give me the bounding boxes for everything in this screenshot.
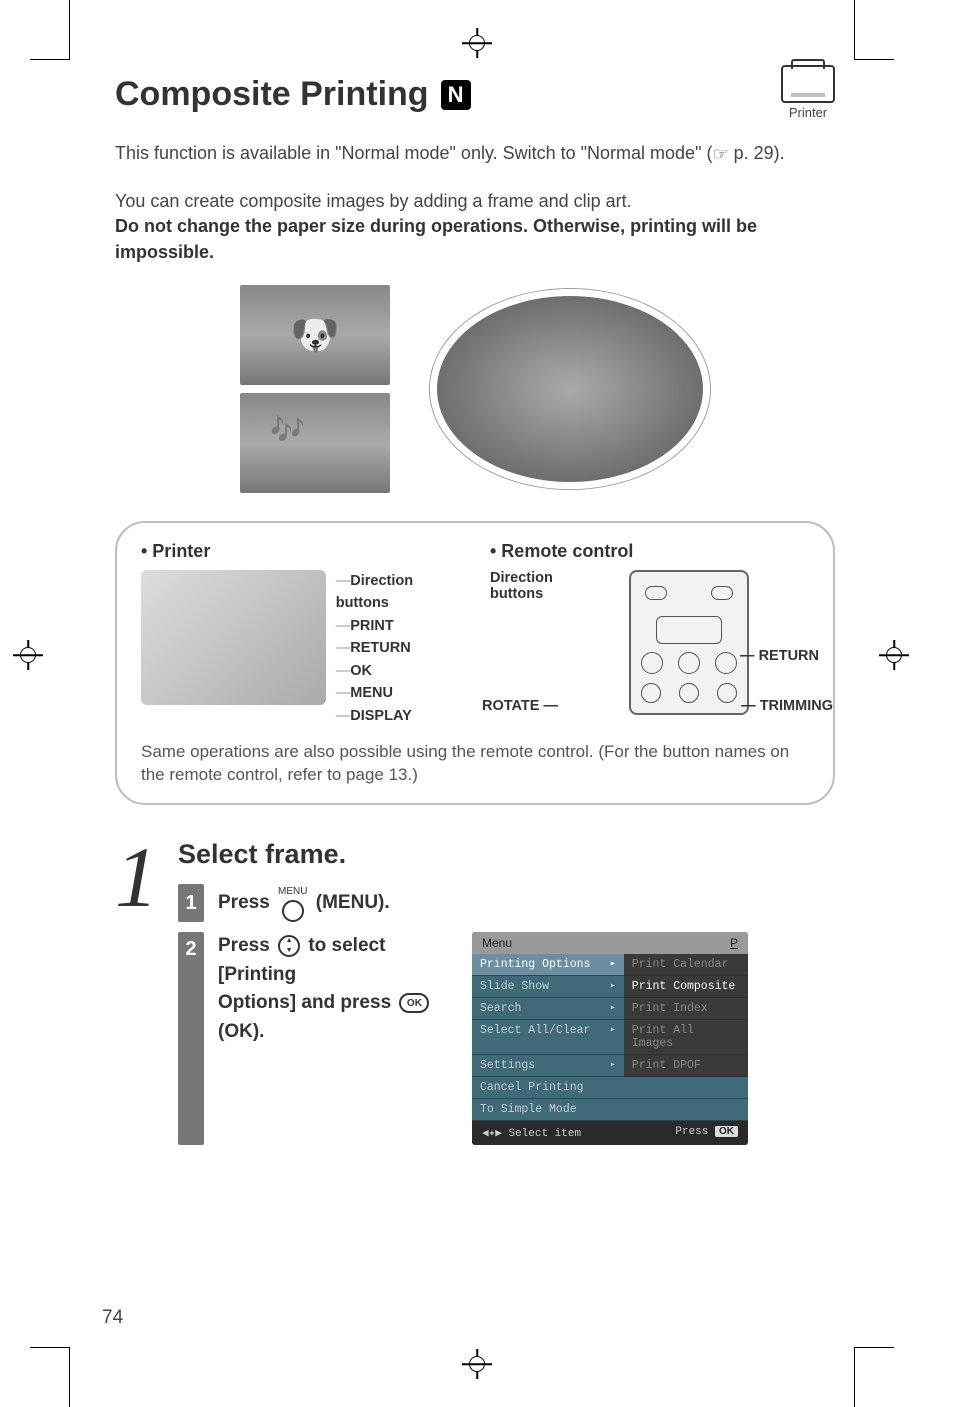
substep-1: 1 Press MENU (MENU). xyxy=(178,884,835,922)
page-title: Composite Printing N xyxy=(115,75,835,114)
remote-drawing xyxy=(629,570,749,715)
remote-bot-row xyxy=(641,683,737,703)
updown-button-icon xyxy=(278,935,300,957)
crop-mark-tr xyxy=(854,0,894,60)
substep-1-text: Press MENU (MENU). xyxy=(218,884,835,922)
substep-2: 2 Press to select [Printing Options] and… xyxy=(178,932,835,1145)
printer-label-return: RETURN xyxy=(336,637,460,659)
substep-2-badge: 2 xyxy=(178,932,204,1145)
oval-composite-photo xyxy=(430,289,710,489)
controls-note: Same operations are also possible using … xyxy=(141,741,809,787)
registration-mark-top xyxy=(462,28,492,58)
registration-mark-right xyxy=(879,640,909,670)
crop-mark-br xyxy=(854,1347,894,1407)
menu-item-slide-show: Slide Show▸ xyxy=(472,976,624,998)
submenu-print-all: Print All Images xyxy=(624,1020,748,1055)
hand-pointer-icon: ☞ xyxy=(712,141,728,167)
menu-item-simple-mode: To Simple Mode xyxy=(472,1099,748,1121)
title-text: Composite Printing xyxy=(115,75,429,114)
menu-button-icon: MENU xyxy=(278,884,307,922)
printer-drawing xyxy=(141,570,326,705)
submenu-print-dpof: Print DPOF xyxy=(624,1055,748,1077)
menu-item-search: Search▸ xyxy=(472,998,624,1020)
printer-label-direction: Direction buttons xyxy=(336,570,460,615)
crop-mark-tl xyxy=(30,0,70,60)
step-1-block: 1 Select frame. 1 Press MENU (MENU). 2 P… xyxy=(115,839,835,1155)
printer-label-ok: OK xyxy=(336,660,460,682)
menu-footer: ◀✦▶ Select item Press OK xyxy=(472,1121,748,1145)
printer-label-menu: MENU xyxy=(336,682,460,704)
body-line-1: You can create composite images by addin… xyxy=(115,189,835,214)
remote-direction-label: Direction buttons xyxy=(490,570,560,602)
registration-mark-bottom xyxy=(462,1349,492,1379)
remote-mid-row xyxy=(641,652,737,674)
step-title: Select frame. xyxy=(178,839,835,870)
sample-images-row xyxy=(115,285,835,493)
submenu-print-composite: Print Composite xyxy=(624,976,748,998)
substep-1-badge: 1 xyxy=(178,884,204,922)
remote-trimming-label: — TRIMMING xyxy=(741,698,833,714)
controls-box: • Printer Direction buttons PRINT RETURN… xyxy=(115,521,835,805)
printer-icon xyxy=(781,65,835,103)
submenu-print-calendar: Print Calendar xyxy=(624,954,748,976)
body-text: You can create composite images by addin… xyxy=(115,189,835,265)
sample-thumb-1 xyxy=(240,285,390,385)
printer-icon-label: Printer xyxy=(781,105,835,120)
submenu-print-index: Print Index xyxy=(624,998,748,1020)
paper-icon: P xyxy=(730,936,738,950)
menu-item-printing-options: Printing Options▸ xyxy=(472,954,624,976)
body-bold: Do not change the paper size during oper… xyxy=(115,214,835,264)
remote-power-btn-icon xyxy=(645,586,667,600)
remote-dpad-icon xyxy=(656,616,722,644)
substep-2-text: Press to select [Printing Options] and p… xyxy=(218,932,458,1046)
printer-label-print: PRINT xyxy=(336,615,460,637)
menu-screenshot: Menu P Printing Options▸Print Calendar S… xyxy=(472,932,748,1145)
remote-print-btn-icon xyxy=(711,586,733,600)
remote-return-label: — RETURN xyxy=(740,648,819,664)
ok-button-icon: OK xyxy=(399,993,429,1013)
page-number: 74 xyxy=(102,1307,123,1329)
printer-label-display: DISPLAY xyxy=(336,705,460,727)
printer-controls-title: • Printer xyxy=(141,541,460,562)
printer-icon-container: Printer xyxy=(781,65,835,120)
remote-controls-title: • Remote control xyxy=(490,541,809,562)
menu-item-settings: Settings▸ xyxy=(472,1055,624,1077)
registration-mark-left xyxy=(13,640,43,670)
intro-text: This function is available in "Normal mo… xyxy=(115,140,835,167)
n-badge: N xyxy=(441,80,471,110)
menu-item-cancel: Cancel Printing xyxy=(472,1077,748,1099)
menu-item-select-all: Select All/Clear▸ xyxy=(472,1020,624,1055)
sample-thumb-2 xyxy=(240,393,390,493)
thumb-column xyxy=(240,285,390,493)
step-number: 1 xyxy=(115,843,158,912)
printer-labels: Direction buttons PRINT RETURN OK MENU D… xyxy=(336,570,460,727)
menu-header: Menu P xyxy=(472,932,748,954)
remote-rotate-label: ROTATE — xyxy=(482,698,558,714)
crop-mark-bl xyxy=(30,1347,70,1407)
